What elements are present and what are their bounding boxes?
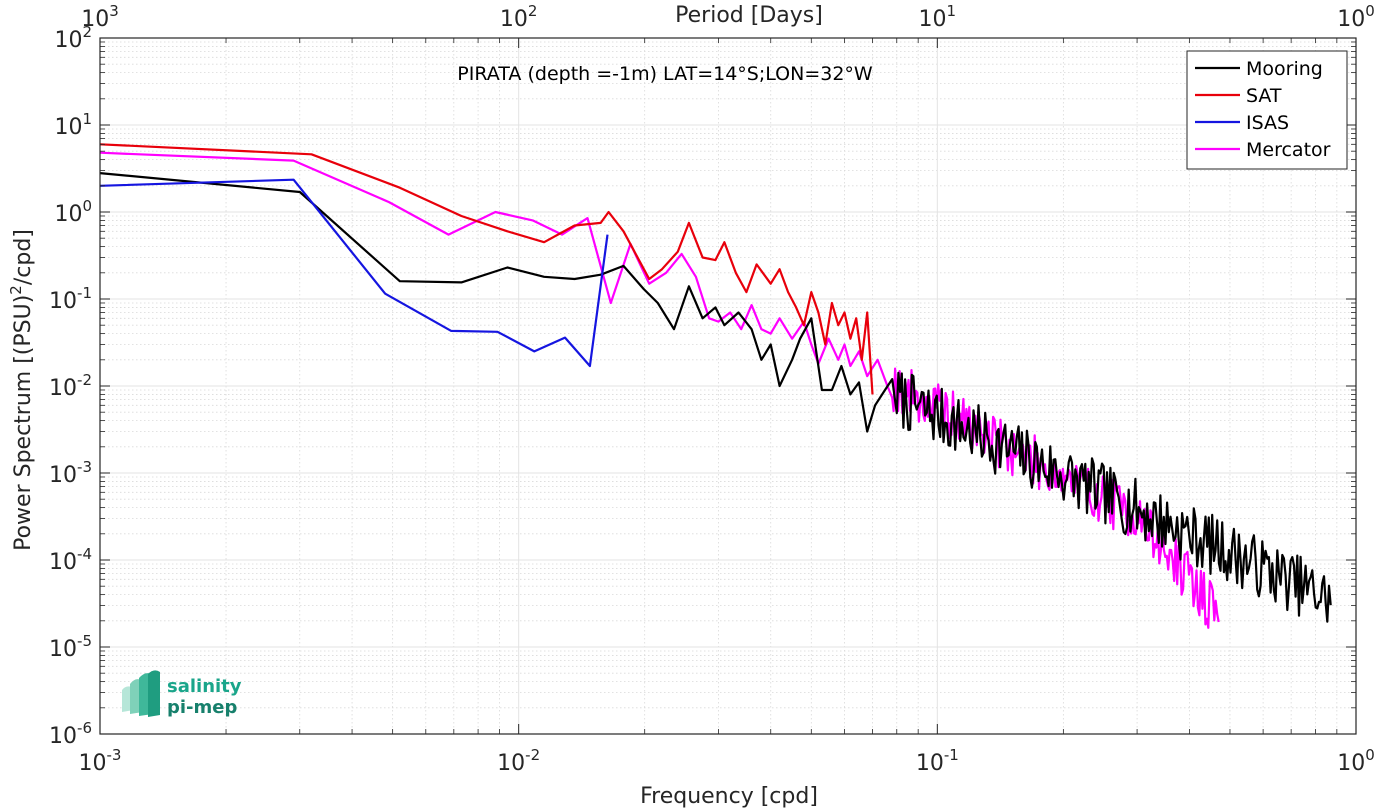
top-tick-label-exponent: 0 [1365,2,1375,20]
y-tick-label-exponent: 1 [82,110,92,128]
logo-line-2: pi-mep [167,697,237,718]
x-tick-label-base: 10 [79,751,107,776]
y-tick-label-base: 10 [54,115,82,140]
y-tick-label: 10-6 [49,719,92,749]
x-tick-label-base: 10 [1337,751,1365,776]
y-tick-label: 10-1 [49,284,92,314]
y-tick-label: 10-2 [49,371,92,401]
x-axis-label: Frequency [cpd] [640,784,818,809]
top-tick-label: 103 [81,2,119,32]
tick-labels: 10-3 10-2 10-1 10010-610-510-410-310-210-11… [49,2,1375,776]
top-tick-label-base: 10 [500,7,528,32]
y-tick-label-exponent: 2 [82,23,92,41]
logo-wave-4 [148,670,160,717]
series-line-sat [99,143,874,395]
y-tick-label-base: 10 [49,289,77,314]
y-tick-label: 100 [54,197,92,227]
y-axis-label-tail: /cpd] [11,229,36,285]
series-line-mooring [99,172,1332,623]
y-tick-label-exponent: -5 [77,632,92,650]
top-tick-label-exponent: 3 [109,2,119,20]
y-tick-label-base: 10 [49,550,77,575]
y-tick-label-base: 10 [54,28,82,53]
y-tick-label-base: 10 [49,463,77,488]
legend: Mooring SAT ISAS Mercator [1186,50,1348,170]
x-tick-label-base: 10 [497,751,525,776]
y-tick-label: 101 [54,110,92,140]
y-tick-label-base: 10 [49,637,77,662]
top-axis-label: Period [Days] [675,3,823,28]
x-tick-label: 10-3 [79,746,122,776]
y-axis-label-superscript: 2 [7,285,25,295]
x-tick-label: 100 [1337,746,1375,776]
tick-marks [99,37,1357,735]
top-tick-label-exponent: 2 [528,2,538,20]
y-axis-label: Power Spectrum [(PSU)2/cpd] [7,229,36,551]
x-tick-label-exponent: -3 [107,746,122,764]
y-tick-label-base: 10 [49,376,77,401]
legend-label-mooring: Mooring [1246,58,1323,80]
top-tick-label-exponent: 1 [947,2,957,20]
x-tick-label: 10-2 [497,746,540,776]
x-tick-label-exponent: 0 [1365,746,1375,764]
top-tick-label: 101 [919,2,957,32]
y-tick-label-exponent: -6 [77,719,92,737]
legend-label-mercator: Mercator [1246,139,1331,161]
y-tick-label-base: 10 [54,202,82,227]
x-tick-label-exponent: -1 [944,746,959,764]
y-tick-label: 10-5 [49,632,92,662]
y-tick-label: 10-3 [49,458,92,488]
x-tick-label-exponent: -2 [525,746,540,764]
top-tick-label-base: 10 [81,7,109,32]
series-layer [99,143,1332,629]
y-tick-label-exponent: -4 [77,545,92,563]
logo-line-1: salinity [167,676,242,697]
series-line-isas [99,178,609,368]
chart-annotation: PIRATA (depth =-1m) LAT=14°S;LON=32°W [457,63,873,85]
y-tick-label: 102 [54,23,92,53]
x-tick-label-base: 10 [916,751,944,776]
y-tick-label-exponent: 0 [82,197,92,215]
y-tick-label: 10-4 [49,545,92,575]
top-tick-label: 102 [500,2,538,32]
y-tick-label-exponent: -1 [77,284,92,302]
top-tick-label-base: 10 [1337,7,1365,32]
y-tick-label-exponent: -3 [77,458,92,476]
legend-label-sat: SAT [1246,85,1282,107]
x-tick-label: 10-1 [916,746,959,776]
legend-label-isas: ISAS [1246,112,1289,134]
top-tick-label-base: 10 [919,7,947,32]
y-tick-label-exponent: -2 [77,371,92,389]
y-tick-label-base: 10 [49,724,77,749]
top-tick-label: 100 [1337,2,1375,32]
y-axis-label-main: Power Spectrum [(PSU) [11,295,36,551]
salinity-pi-mep-logo: salinity pi-mep [122,670,242,718]
